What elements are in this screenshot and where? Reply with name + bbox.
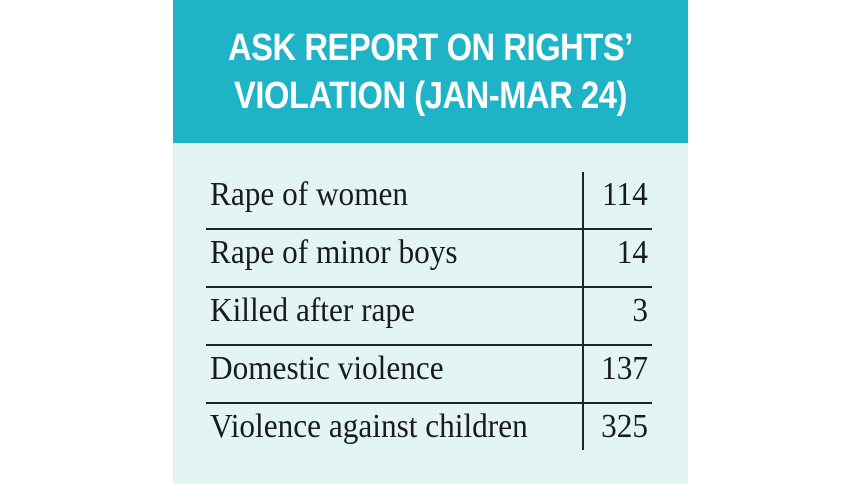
title-line-2: VIOLATION (JAN-MAR 24) (234, 74, 627, 117)
row-label: Domestic violence (210, 350, 444, 387)
table-row: Domestic violence 137 (206, 346, 652, 404)
row-value: 3 (632, 292, 648, 329)
row-label: Killed after rape (210, 292, 415, 329)
row-value: 325 (601, 408, 648, 445)
row-label: Rape of women (210, 176, 409, 213)
column-divider (582, 172, 584, 450)
row-value: 137 (601, 350, 648, 387)
table-row: Violence against children 325 (206, 404, 652, 462)
row-value: 114 (602, 176, 648, 213)
title-line-1: ASK REPORT ON RIGHTS’ (228, 26, 633, 69)
row-label: Rape of minor boys (210, 234, 458, 271)
table-row: Rape of women 114 (206, 172, 652, 230)
row-value: 14 (616, 234, 648, 271)
infographic-card: ASK REPORT ON RIGHTS’ VIOLATION (JAN-MAR… (173, 0, 688, 484)
table-row: Rape of minor boys 14 (206, 230, 652, 288)
table-row: Killed after rape 3 (206, 288, 652, 346)
data-table: Rape of women 114 Rape of minor boys 14 … (206, 172, 652, 462)
row-label: Violence against children (210, 408, 528, 445)
title-banner: ASK REPORT ON RIGHTS’ VIOLATION (JAN-MAR… (173, 0, 688, 143)
